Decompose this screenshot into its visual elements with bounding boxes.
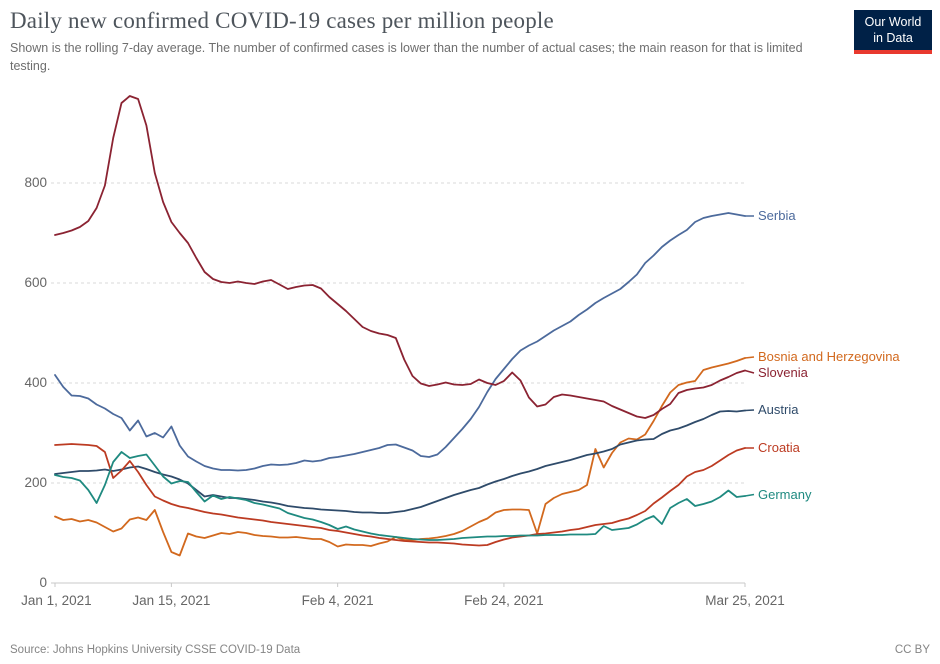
series-label-serbia[interactable]: Serbia: [758, 208, 796, 223]
license-link[interactable]: CC BY: [894, 644, 930, 656]
y-axis-tick-label: 400: [24, 375, 47, 390]
series-line-croatia[interactable]: [54, 443, 746, 547]
owid-logo[interactable]: Our World in Data: [854, 10, 932, 55]
legend-leader-line: [744, 369, 755, 374]
series-line-germany[interactable]: [54, 451, 746, 541]
y-axis-tick-label: 0: [39, 575, 47, 590]
series-label-slovenia[interactable]: Slovenia: [758, 365, 808, 380]
chart-footer: Source: Johns Hopkins University CSSE CO…: [10, 644, 930, 656]
x-axis-tick-label[interactable]: Feb 24, 2021: [464, 593, 544, 608]
series-line-slovenia[interactable]: [54, 95, 746, 419]
legend-leader-line: [744, 409, 755, 412]
source-note: Source: Johns Hopkins University CSSE CO…: [10, 644, 301, 656]
legend-leader-line: [744, 356, 755, 359]
y-axis-tick-label: 800: [24, 175, 47, 190]
y-axis-tick-label: 600: [24, 275, 47, 290]
owid-logo-line2: in Data: [873, 30, 913, 45]
y-axis-tick-label: 200: [24, 475, 47, 490]
series-line-bosnia-and-herzegovina[interactable]: [54, 357, 746, 557]
series-label-croatia[interactable]: Croatia: [758, 440, 800, 455]
chart-header: Daily new confirmed COVID-19 cases per m…: [10, 8, 840, 75]
x-axis-tick-label[interactable]: Jan 15, 2021: [132, 593, 211, 608]
owid-logo-line1: Our World: [864, 15, 922, 29]
series-label-germany[interactable]: Germany: [758, 486, 812, 502]
series-label-bosnia-and-herzegovina[interactable]: Bosnia and Herzegovina: [758, 349, 900, 364]
series-line-austria[interactable]: [54, 409, 746, 514]
x-axis-tick-label[interactable]: Mar 25, 2021: [705, 593, 785, 608]
chart-subtitle: Shown is the rolling 7-day average. The …: [10, 41, 803, 74]
page-title: Daily new confirmed COVID-19 cases per m…: [10, 8, 554, 33]
series-label-austria[interactable]: Austria: [758, 402, 799, 417]
legend-leader-line: [744, 493, 755, 497]
x-axis-tick-label[interactable]: Jan 1, 2021: [21, 593, 92, 608]
x-axis-tick-label[interactable]: Feb 4, 2021: [301, 593, 374, 608]
series-line-serbia[interactable]: [54, 212, 746, 472]
